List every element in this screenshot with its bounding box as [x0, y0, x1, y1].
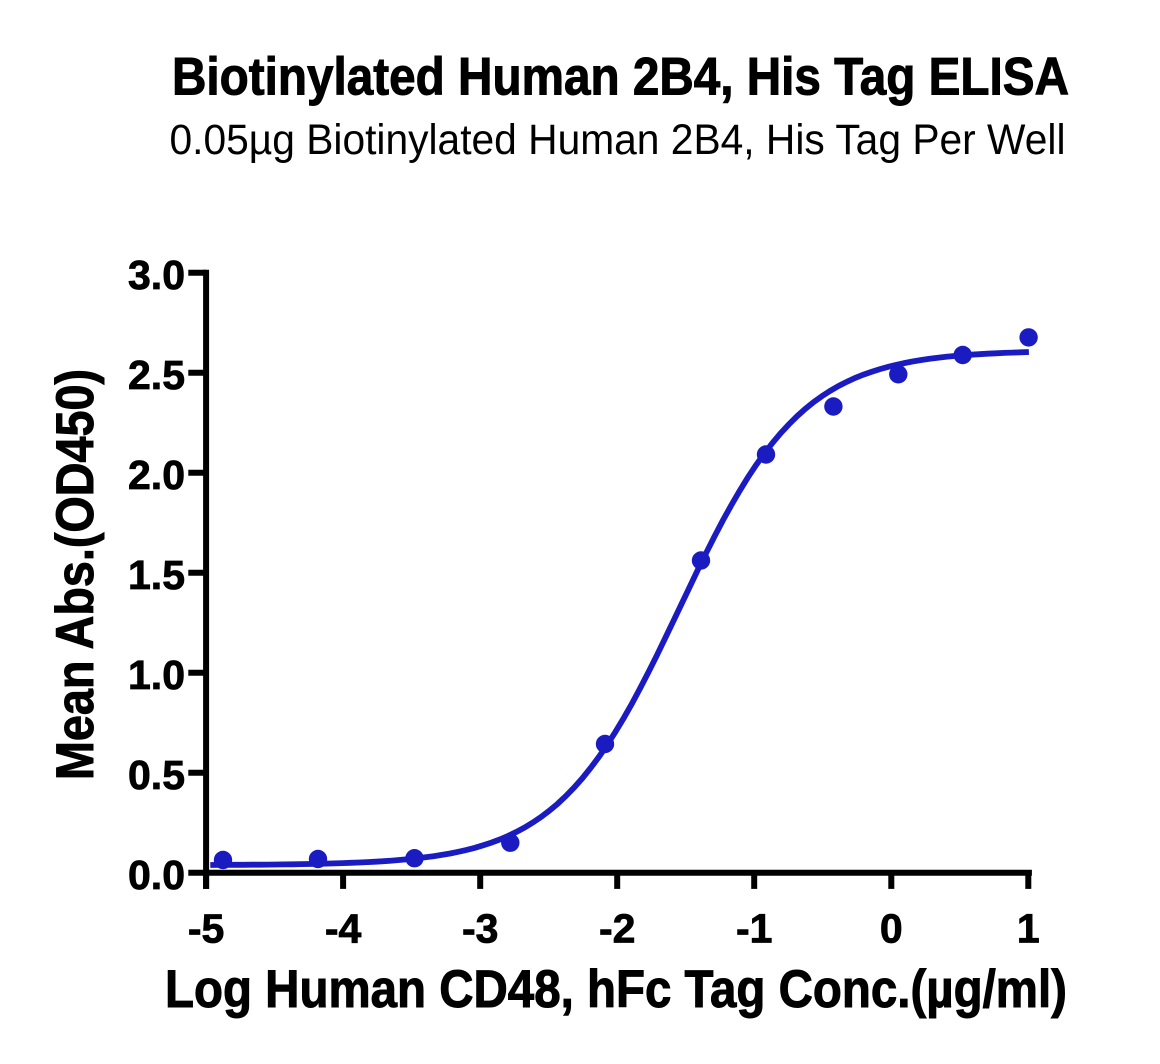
svg-text:Mean Abs.(OD450): Mean Abs.(OD450): [46, 369, 105, 780]
svg-text:-1: -1: [736, 905, 772, 951]
svg-text:-5: -5: [188, 905, 224, 951]
svg-text:0.5: 0.5: [128, 752, 185, 798]
svg-text:1.0: 1.0: [128, 652, 185, 698]
svg-text:Log Human CD48, hFc Tag Conc.(: Log Human CD48, hFc Tag Conc.(µg/ml): [165, 960, 1067, 1019]
svg-text:0.05µg Biotinylated Human 2B4,: 0.05µg Biotinylated Human 2B4, His Tag P…: [170, 116, 1066, 164]
svg-text:1: 1: [1017, 905, 1040, 951]
svg-text:2.5: 2.5: [128, 352, 185, 398]
svg-text:2.0: 2.0: [128, 452, 185, 498]
svg-text:1.5: 1.5: [128, 552, 185, 598]
svg-text:0: 0: [880, 905, 903, 951]
svg-text:Biotinylated Human 2B4, His Ta: Biotinylated Human 2B4, His Tag ELISA: [172, 48, 1069, 107]
svg-text:3.0: 3.0: [128, 252, 185, 298]
svg-text:-2: -2: [599, 905, 635, 951]
svg-text:-4: -4: [325, 905, 362, 951]
svg-text:-3: -3: [462, 905, 498, 951]
svg-text:0.0: 0.0: [128, 852, 185, 898]
